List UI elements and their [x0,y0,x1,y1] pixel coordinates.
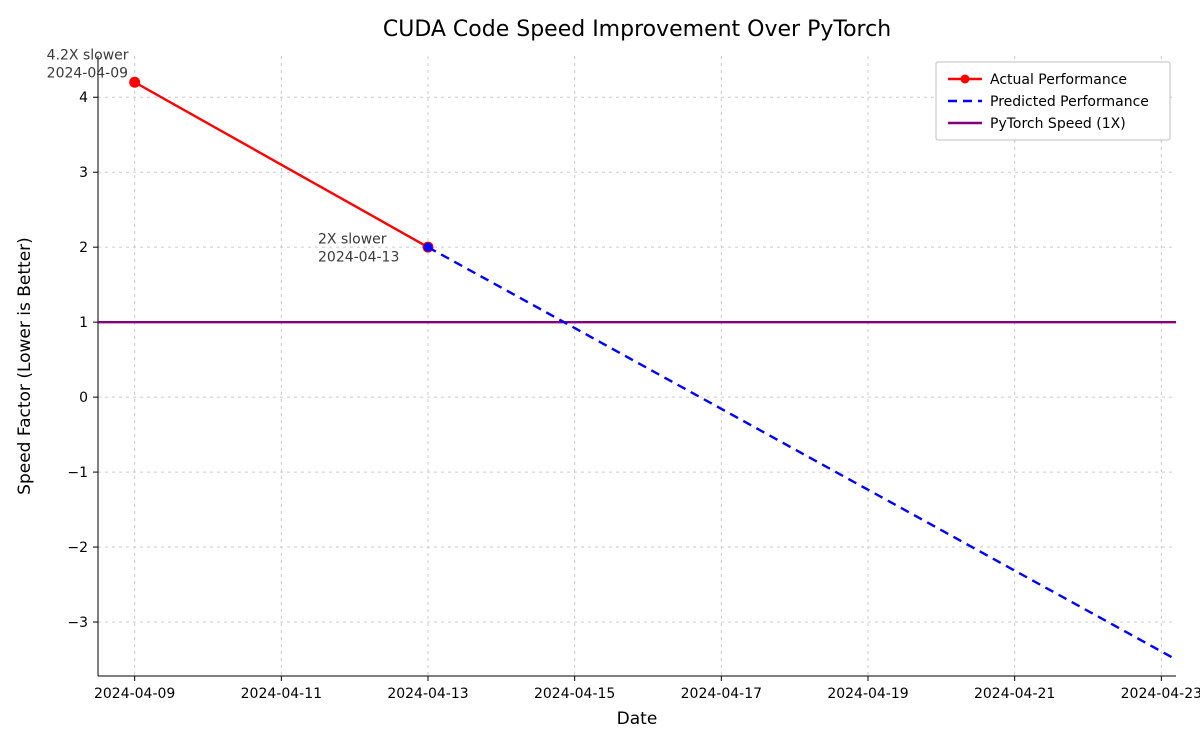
y-tick-label: 1 [79,315,88,331]
chart-title: CUDA Code Speed Improvement Over PyTorch [383,17,891,42]
legend-item-label: Actual Performance [990,72,1127,88]
x-tick-label: 2024-04-09 [94,686,175,702]
y-tick-label: 4 [79,90,88,106]
annotation-text: 2024-04-09 [47,66,128,82]
y-tick-label: −2 [67,540,88,556]
annotation-text: 2024-04-13 [318,249,399,265]
y-tick-label: −3 [67,615,88,631]
x-tick-label: 2024-04-17 [681,686,762,702]
legend-item-label: Predicted Performance [990,94,1149,110]
actual-marker [129,77,140,88]
y-tick-label: 0 [79,390,88,406]
predicted-performance-line [428,247,1176,659]
x-tick-label: 2024-04-13 [387,686,468,702]
predicted-marker [424,243,433,252]
annotation-text: 2X slower [318,231,387,247]
y-tick-label: 2 [79,240,88,256]
x-tick-label: 2024-04-11 [241,686,322,702]
x-tick-label: 2024-04-15 [534,686,615,702]
annotation-text: 4.2X slower [47,48,129,64]
x-tick-label: 2024-04-23 [1121,686,1200,702]
y-axis-label: Speed Factor (Lower is Better) [15,237,35,495]
chart-svg: −3 −2 −1 0 1 2 3 4 2024-04-09 2024-04-11 2024-04-1… [0,0,1200,752]
grid [98,56,1176,676]
y-tick-label: 3 [79,165,88,181]
x-tick-label: 2024-04-19 [827,686,908,702]
legend-item-label: PyTorch Speed (1X) [990,116,1126,132]
y-tick-label: −1 [67,465,88,481]
x-tick-label: 2024-04-21 [974,686,1055,702]
x-axis-label: Date [617,709,658,729]
chart-container: −3 −2 −1 0 1 2 3 4 2024-04-09 2024-04-11 2024-04-1… [0,0,1200,752]
